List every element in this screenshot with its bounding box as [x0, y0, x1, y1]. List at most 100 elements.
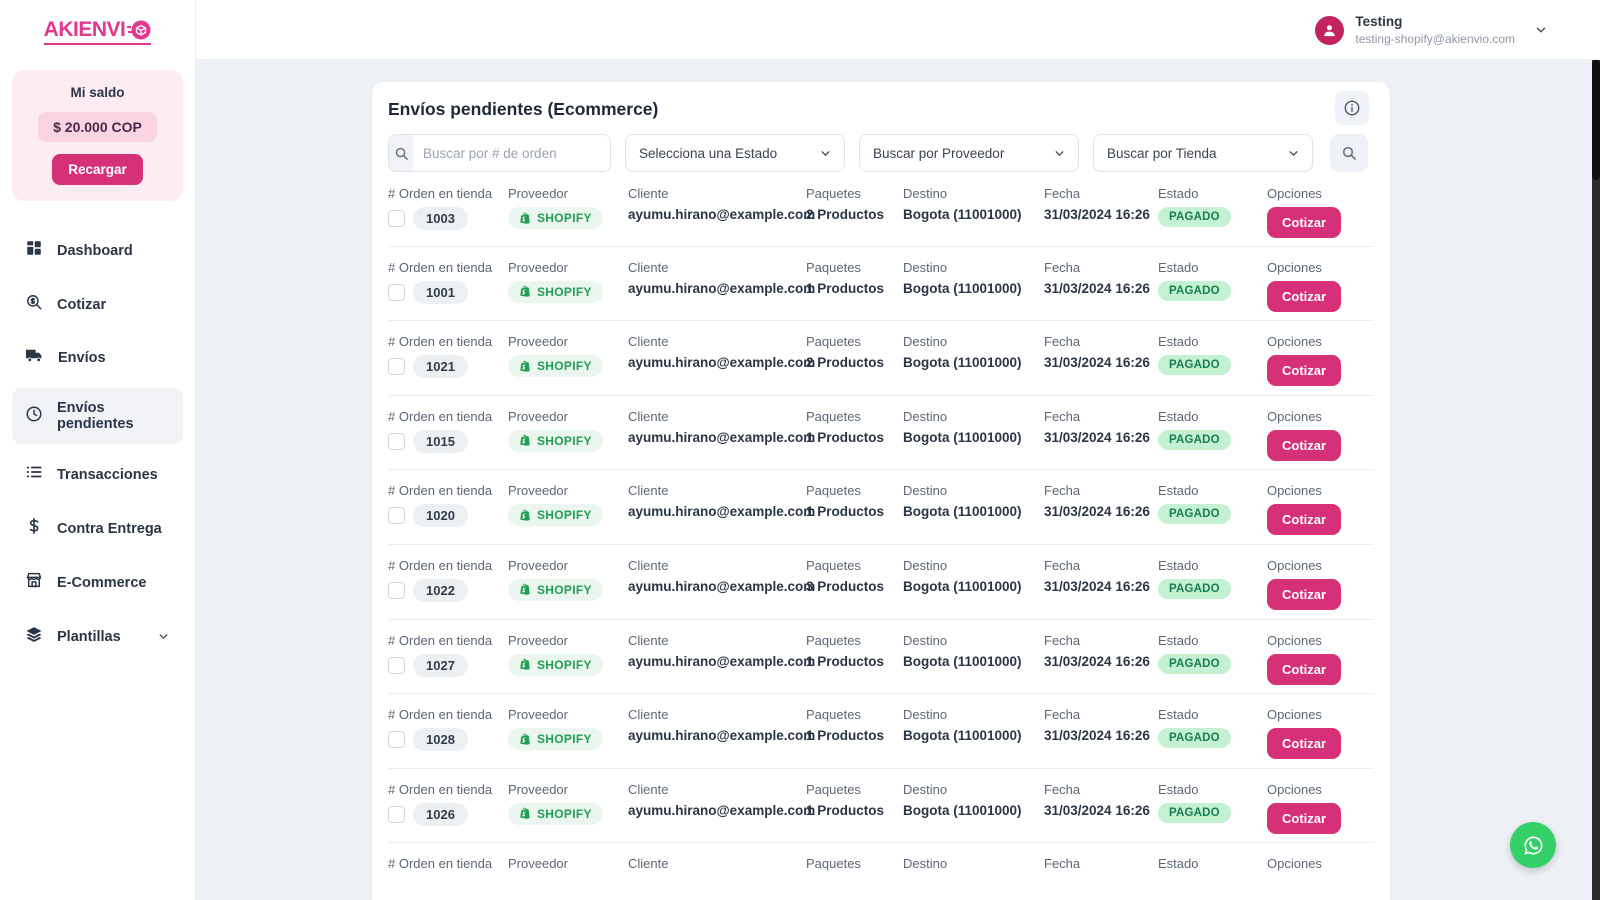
row-checkbox[interactable] — [388, 731, 405, 749]
chevron-down-icon — [1289, 150, 1298, 156]
status-cell: Estado — [1158, 856, 1199, 872]
status-select[interactable]: Selecciona una Estado — [625, 134, 845, 172]
sidebar-item-dashboard[interactable]: Dashboard — [12, 227, 183, 274]
whatsapp-button[interactable] — [1510, 822, 1556, 868]
quote-button[interactable]: Cotizar — [1267, 504, 1342, 536]
date-cell: Fecha — [1044, 856, 1081, 872]
sidebar: AKIENVI Mi saldo $ 20.000 COP Recargar D… — [0, 0, 196, 900]
scrollbar-thumb[interactable] — [1592, 60, 1600, 180]
sidebar-item-transacciones[interactable]: Transacciones — [12, 451, 183, 498]
quote-button[interactable]: Cotizar — [1267, 728, 1342, 760]
row-checkbox[interactable] — [388, 805, 405, 823]
list-icon — [25, 463, 43, 486]
chevron-down-icon — [1055, 150, 1064, 156]
info-button[interactable] — [1335, 91, 1369, 125]
status-badge: PAGADO — [1158, 207, 1231, 227]
destination-cell: Destino Bogota (11001000) — [903, 707, 1022, 744]
shopify-bag-icon — [520, 584, 530, 596]
quote-button[interactable]: Cotizar — [1267, 207, 1342, 238]
status-badge: PAGADO — [1158, 802, 1231, 823]
whatsapp-icon — [1523, 835, 1543, 855]
order-cell: # Orden en tienda 1001 — [388, 260, 508, 321]
provider-cell: Proveedor SHOPIFY — [508, 334, 628, 395]
layers-icon — [25, 625, 43, 648]
sidebar-item-cotizar[interactable]: Cotizar — [12, 281, 183, 328]
status-cell: Estado PAGADO — [1158, 782, 1267, 843]
recharge-button[interactable]: Recargar — [52, 154, 143, 185]
date-cell: Fecha 31/03/2024 16:26 — [1044, 781, 1150, 818]
status-cell: Estado PAGADO — [1158, 409, 1267, 470]
quote-button[interactable]: Cotizar — [1267, 355, 1342, 387]
sidebar-item-label: Cotizar — [57, 296, 107, 313]
sidebar-item-plantillas[interactable]: Plantillas — [12, 613, 183, 660]
order-cell: # Orden en tienda 1021 — [388, 334, 508, 395]
table-row: # Orden en tienda 1022 Proveedor SHOPIFY… — [388, 545, 1374, 620]
options-cell: Opciones Cotizar — [1267, 558, 1374, 619]
dollar-icon — [25, 517, 43, 540]
table-row: # Orden en tienda 1015 Proveedor SHOPIFY… — [388, 396, 1374, 471]
provider-badge: SHOPIFY — [508, 207, 603, 229]
shopify-bag-icon — [520, 509, 530, 521]
provider-badge: SHOPIFY — [508, 280, 603, 303]
provider-cell: Proveedor SHOPIFY — [508, 558, 628, 619]
row-checkbox[interactable] — [388, 656, 405, 674]
table-row: # Orden en tienda 1028 Proveedor SHOPIFY… — [388, 694, 1374, 769]
row-checkbox[interactable] — [388, 283, 405, 301]
destination-cell: Destino Bogota (11001000) — [903, 186, 1022, 222]
packages-cell: Paquetes 1 Productos — [806, 632, 885, 669]
user-name: Testing — [1355, 13, 1403, 29]
packages-cell: Paquetes 1 Productos — [806, 483, 885, 520]
order-number-badge: 1022 — [413, 578, 468, 602]
provider-cell: Proveedor — [508, 856, 568, 872]
options-cell: Opciones Cotizar — [1267, 707, 1374, 768]
sidebar-item-env-os[interactable]: Envíos — [12, 335, 183, 381]
quote-button[interactable]: Cotizar — [1267, 429, 1342, 461]
sidebar-item-label: Transacciones — [57, 466, 158, 483]
client-cell: Cliente ayumu.hirano@example.com — [628, 781, 816, 818]
sidebar-item-contra-entrega[interactable]: Contra Entrega — [12, 505, 183, 552]
client-cell: Cliente ayumu.hirano@example.com — [628, 483, 816, 520]
order-number-badge: 1003 — [413, 207, 468, 230]
quote-search-icon — [25, 293, 43, 316]
table-row: # Orden en tienda 1020 Proveedor SHOPIFY… — [388, 470, 1374, 545]
row-checkbox[interactable] — [388, 507, 405, 525]
table-row: # Orden en tienda 1021 Proveedor SHOPIFY… — [388, 321, 1374, 396]
sidebar-item-env-os-pendientes[interactable]: Envíos pendientes — [12, 388, 183, 444]
client-cell: Cliente ayumu.hirano@example.com — [628, 259, 816, 296]
date-cell: Fecha 31/03/2024 16:26 — [1044, 707, 1150, 744]
page-title: Envíos pendientes (Ecommerce) — [388, 99, 659, 119]
status-cell: Estado PAGADO — [1158, 707, 1267, 768]
sidebar-item-e-commerce[interactable]: E-Commerce — [12, 559, 183, 606]
quote-button[interactable]: Cotizar — [1267, 802, 1342, 834]
brand-name: AKIENVI — [43, 17, 126, 41]
order-cell: # Orden en tienda 1020 — [388, 483, 508, 544]
provider-cell: Proveedor SHOPIFY — [508, 260, 628, 321]
apply-search-button[interactable] — [1330, 134, 1368, 172]
client-cell: Cliente ayumu.hirano@example.com — [628, 632, 816, 669]
balance-amount: $ 20.000 COP — [38, 112, 157, 142]
sidebar-item-label: Envíos — [58, 350, 106, 366]
quote-button[interactable]: Cotizar — [1267, 280, 1342, 312]
row-checkbox[interactable] — [388, 432, 405, 450]
sidebar-item-label: Contra Entrega — [57, 520, 162, 537]
order-search-input[interactable] — [413, 135, 610, 171]
brand-logo[interactable]: AKIENVI — [0, 0, 195, 62]
row-checkbox[interactable] — [388, 358, 405, 376]
row-checkbox[interactable] — [388, 581, 405, 599]
status-cell: Estado PAGADO — [1158, 334, 1267, 395]
order-number-badge: 1020 — [413, 504, 468, 528]
provider-badge: SHOPIFY — [508, 728, 603, 751]
row-checkbox[interactable] — [388, 210, 405, 227]
status-badge: PAGADO — [1158, 280, 1231, 301]
provider-select[interactable]: Buscar por Proveedor — [859, 134, 1079, 172]
sidebar-item-label: Plantillas — [57, 628, 121, 645]
store-select[interactable]: Buscar por Tienda — [1093, 134, 1313, 172]
content-area: Envíos pendientes (Ecommerce) Selecciona… — [196, 60, 1600, 900]
table-row: # Orden en tienda 1001 Proveedor SHOPIFY… — [388, 247, 1374, 322]
quote-button[interactable]: Cotizar — [1267, 653, 1342, 685]
sidebar-item-label: Dashboard — [57, 242, 133, 259]
destination-cell: Destino — [903, 856, 948, 872]
user-menu[interactable]: Testing testing-shopify@akienvio.com — [1315, 0, 1548, 60]
vertical-scrollbar[interactable] — [1592, 60, 1600, 900]
quote-button[interactable]: Cotizar — [1267, 578, 1342, 610]
